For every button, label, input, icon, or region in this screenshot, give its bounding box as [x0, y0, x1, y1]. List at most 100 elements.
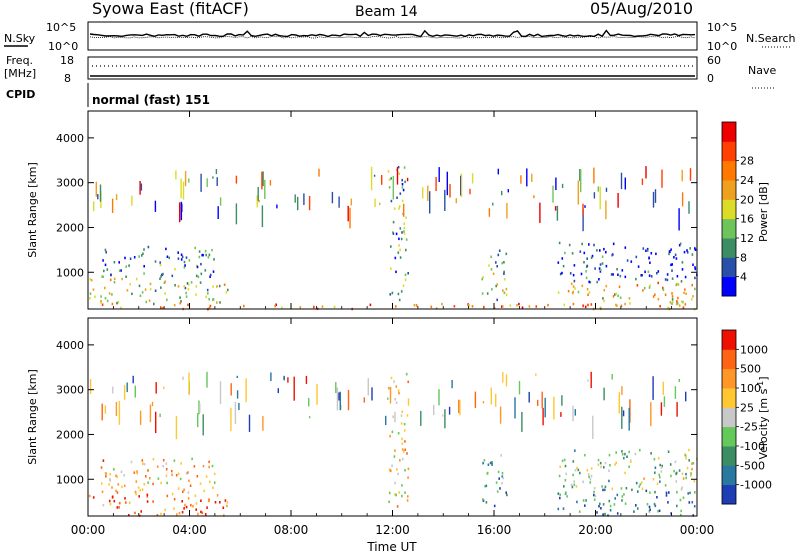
y-tick-label: 2000	[56, 221, 84, 234]
echo-streak	[217, 206, 219, 219]
echo-cell	[468, 304, 470, 307]
echo-cell	[643, 287, 646, 290]
echo-cell	[584, 305, 587, 309]
echo-cell	[227, 288, 229, 292]
echo-streak	[371, 387, 373, 401]
freq-tick-top: 18	[60, 54, 74, 67]
echo-cell	[181, 511, 184, 514]
echo-cell	[596, 511, 598, 514]
echo-cell	[134, 511, 136, 515]
echo-cell	[179, 301, 182, 305]
echo-cell	[490, 268, 493, 271]
echo-cell	[629, 460, 632, 464]
echo-cell	[557, 291, 560, 294]
echo-cell	[165, 474, 168, 477]
colorbar-swatch	[722, 407, 736, 428]
x-tick-label: 00:00	[680, 523, 715, 537]
echo-cell	[102, 459, 105, 462]
echo-cell	[92, 288, 95, 291]
echo-cell	[391, 430, 394, 434]
echo-cell	[117, 483, 120, 486]
echo-cell	[136, 470, 138, 473]
noise-tick-bottom-right: 10^0	[707, 40, 737, 53]
echo-cell	[635, 504, 637, 507]
echo-streak	[387, 397, 389, 400]
echo-cell	[659, 463, 661, 467]
echo-cell	[183, 260, 186, 264]
echo-streak	[444, 189, 446, 211]
echo-cell	[649, 261, 651, 264]
echo-cell	[604, 485, 607, 489]
y-tick-label: 1000	[56, 266, 84, 279]
freq-label: Freq.	[6, 54, 33, 67]
echo-cell	[102, 503, 105, 507]
echo-cell	[183, 507, 185, 510]
echo-cell	[164, 280, 166, 283]
echo-cell	[597, 463, 600, 466]
echo-cell	[664, 293, 667, 296]
echo-streak	[590, 371, 592, 389]
echo-cell	[694, 267, 697, 271]
echo-streak	[200, 173, 202, 192]
echo-cell	[104, 248, 107, 252]
echo-cell	[621, 453, 624, 456]
echo-cell	[564, 464, 567, 468]
echo-cell	[401, 410, 404, 413]
echo-streak	[605, 200, 607, 220]
echo-cell	[598, 505, 600, 508]
echo-cell	[585, 270, 587, 273]
echo-cell	[677, 283, 680, 286]
echo-cell	[528, 305, 531, 308]
echo-cell	[481, 277, 483, 281]
echo-cell	[199, 482, 202, 485]
echo-streak	[469, 188, 471, 195]
echo-cell	[105, 251, 107, 254]
echo-cell	[646, 249, 649, 252]
echo-cell	[401, 484, 403, 487]
echo-cell	[134, 490, 137, 494]
echo-cell	[690, 298, 693, 301]
echo-cell	[671, 263, 673, 266]
echo-cell	[398, 172, 401, 175]
echo-cell	[146, 493, 149, 497]
echo-cell	[131, 292, 133, 296]
echo-cell	[616, 512, 619, 515]
echo-cell	[605, 250, 607, 254]
colorbar-swatch	[722, 257, 736, 278]
echo-streak	[163, 386, 165, 390]
echo-cell	[142, 462, 144, 465]
echo-cell	[102, 259, 104, 262]
echo-streak	[422, 187, 424, 199]
echo-cell	[657, 457, 660, 460]
colorbar-swatch	[722, 349, 736, 370]
echo-cell	[566, 495, 568, 498]
echo-cell	[656, 482, 659, 486]
echo-streak	[561, 395, 563, 406]
echo-cell	[441, 302, 443, 306]
echo-cell	[205, 253, 207, 257]
echo-cell	[659, 475, 661, 479]
echo-cell	[694, 248, 697, 251]
echo-cell	[398, 207, 400, 210]
echo-cell	[173, 304, 176, 307]
echo-cell	[680, 488, 683, 491]
echo-cell	[130, 460, 133, 464]
echo-cell	[658, 509, 661, 512]
echo-cell	[505, 491, 507, 494]
echo-cell	[391, 464, 393, 467]
echo-streak	[305, 375, 308, 384]
echo-cell	[616, 493, 619, 497]
echo-cell	[219, 501, 221, 504]
echo-cell	[396, 196, 398, 199]
echo-streak	[261, 205, 264, 228]
echo-cell	[399, 459, 401, 462]
echo-cell	[559, 496, 561, 500]
echo-streak	[446, 171, 448, 196]
echo-cell	[143, 248, 145, 251]
echo-cell	[671, 292, 673, 295]
echo-cell	[403, 166, 406, 169]
echo-cell	[686, 466, 689, 470]
echo-streak	[234, 401, 237, 424]
echo-cell	[467, 303, 469, 306]
colorbar-tick-label: 8	[740, 251, 747, 264]
